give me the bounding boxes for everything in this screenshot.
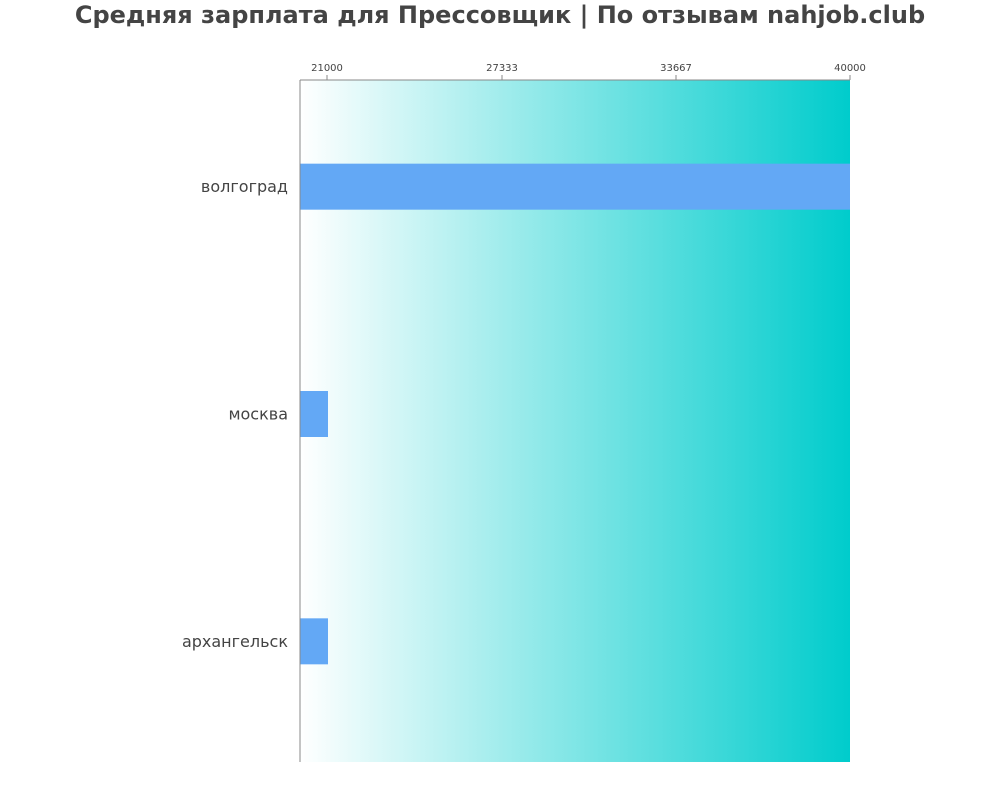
x-tick-label: 27333 <box>486 63 518 74</box>
bar-1 <box>300 391 328 437</box>
x-tick-label: 21000 <box>311 63 343 74</box>
bar-2 <box>300 618 328 665</box>
x-tick-label: 33667 <box>660 63 692 74</box>
chart-title: Средняя зарплата для Прессовщик | По отз… <box>74 1 926 29</box>
x-tick-label: 40000 <box>834 63 866 74</box>
category-label: волгоград <box>201 177 288 196</box>
bar-0 <box>300 163 850 210</box>
category-label: москва <box>228 405 288 424</box>
category-label: архангельск <box>182 632 288 651</box>
